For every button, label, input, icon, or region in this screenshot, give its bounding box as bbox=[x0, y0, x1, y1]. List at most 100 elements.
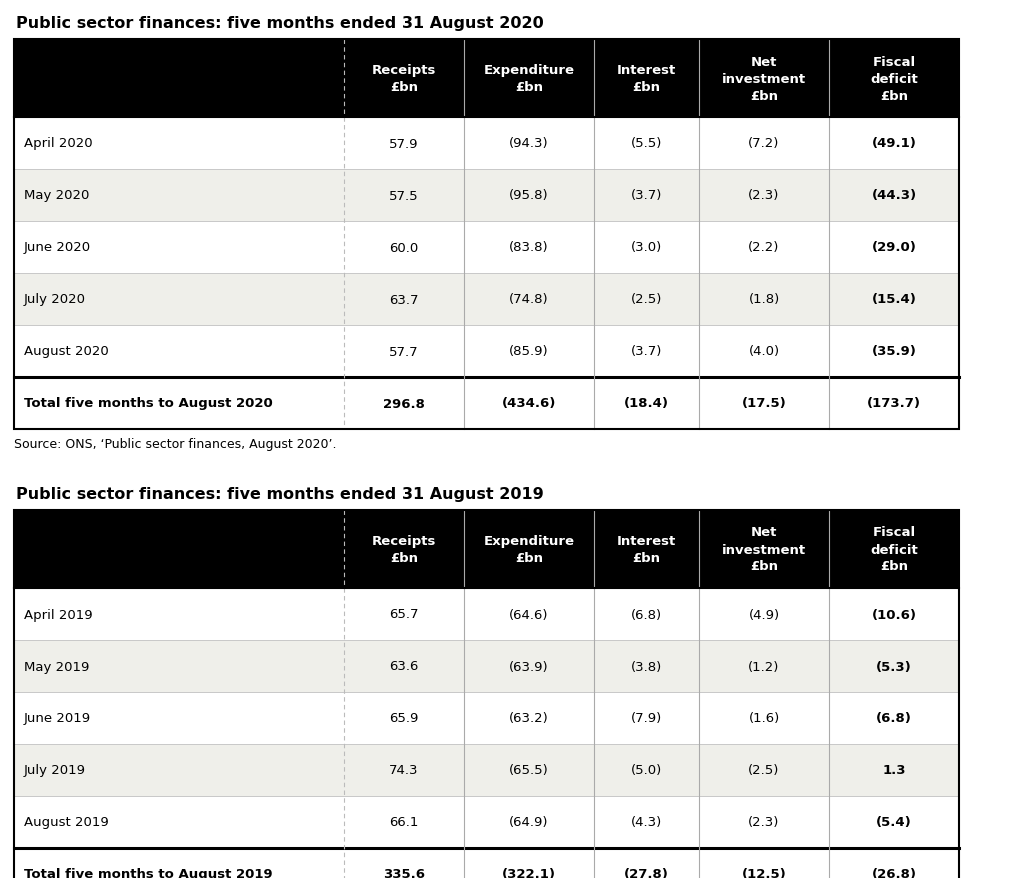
Text: (1.8): (1.8) bbox=[749, 293, 779, 306]
Text: (18.4): (18.4) bbox=[624, 397, 669, 410]
Text: (5.0): (5.0) bbox=[631, 764, 663, 777]
Text: Net
investment
£bn: Net investment £bn bbox=[722, 55, 806, 103]
Text: (29.0): (29.0) bbox=[871, 241, 916, 255]
Text: Source: ONS, ‘Public sector finances, August 2020’.: Source: ONS, ‘Public sector finances, Au… bbox=[14, 437, 337, 450]
Bar bbox=[14, 40, 959, 429]
Bar bbox=[14, 510, 959, 588]
Text: (2.5): (2.5) bbox=[749, 764, 779, 777]
Text: 57.9: 57.9 bbox=[389, 137, 419, 150]
Bar bbox=[14, 222, 959, 274]
Bar bbox=[14, 745, 959, 796]
Text: (15.4): (15.4) bbox=[871, 293, 916, 306]
Text: August 2020: August 2020 bbox=[24, 345, 109, 358]
Text: (4.9): (4.9) bbox=[749, 608, 779, 621]
Text: (83.8): (83.8) bbox=[509, 241, 549, 255]
Text: (95.8): (95.8) bbox=[509, 190, 549, 202]
Text: (5.3): (5.3) bbox=[877, 659, 912, 673]
Text: 63.6: 63.6 bbox=[389, 659, 419, 673]
Text: (3.7): (3.7) bbox=[631, 190, 663, 202]
Text: Total five months to August 2019: Total five months to August 2019 bbox=[24, 867, 272, 878]
Text: (6.8): (6.8) bbox=[877, 712, 912, 724]
Bar bbox=[14, 640, 959, 692]
Text: (5.4): (5.4) bbox=[877, 816, 912, 829]
Text: Public sector finances: five months ended 31 August 2020: Public sector finances: five months ende… bbox=[16, 16, 544, 31]
Text: May 2019: May 2019 bbox=[24, 659, 89, 673]
Text: (65.5): (65.5) bbox=[509, 764, 549, 777]
Text: (6.8): (6.8) bbox=[631, 608, 663, 621]
Bar bbox=[14, 848, 959, 878]
Text: (63.9): (63.9) bbox=[509, 659, 549, 673]
Text: (35.9): (35.9) bbox=[871, 345, 916, 358]
Text: (7.2): (7.2) bbox=[749, 137, 779, 150]
Text: 63.7: 63.7 bbox=[389, 293, 419, 306]
Text: 60.0: 60.0 bbox=[389, 241, 419, 255]
Text: (322.1): (322.1) bbox=[502, 867, 556, 878]
Text: (49.1): (49.1) bbox=[871, 137, 916, 150]
Text: July 2020: July 2020 bbox=[24, 293, 86, 306]
Text: (17.5): (17.5) bbox=[741, 397, 786, 410]
Text: June 2020: June 2020 bbox=[24, 241, 91, 255]
Text: (74.8): (74.8) bbox=[509, 293, 549, 306]
Text: (94.3): (94.3) bbox=[509, 137, 549, 150]
Text: August 2019: August 2019 bbox=[24, 816, 109, 829]
Bar bbox=[14, 510, 959, 878]
Bar bbox=[14, 796, 959, 848]
Text: 57.7: 57.7 bbox=[389, 345, 419, 358]
Text: 296.8: 296.8 bbox=[383, 397, 425, 410]
Bar bbox=[14, 169, 959, 222]
Bar bbox=[14, 326, 959, 378]
Text: 74.3: 74.3 bbox=[389, 764, 419, 777]
Text: (3.0): (3.0) bbox=[631, 241, 663, 255]
Text: Public sector finances: five months ended 31 August 2019: Public sector finances: five months ende… bbox=[16, 486, 544, 501]
Text: (12.5): (12.5) bbox=[741, 867, 786, 878]
Text: 65.9: 65.9 bbox=[389, 712, 419, 724]
Text: Interest
£bn: Interest £bn bbox=[616, 535, 676, 565]
Text: (64.9): (64.9) bbox=[509, 816, 549, 829]
Text: (434.6): (434.6) bbox=[502, 397, 556, 410]
Text: (64.6): (64.6) bbox=[509, 608, 549, 621]
Text: 57.5: 57.5 bbox=[389, 190, 419, 202]
Bar bbox=[14, 692, 959, 745]
Text: (3.7): (3.7) bbox=[631, 345, 663, 358]
Text: Fiscal
deficit
£bn: Fiscal deficit £bn bbox=[870, 526, 918, 572]
Text: May 2020: May 2020 bbox=[24, 190, 89, 202]
Text: (173.7): (173.7) bbox=[867, 397, 921, 410]
Text: (10.6): (10.6) bbox=[871, 608, 916, 621]
Bar bbox=[14, 40, 959, 118]
Bar bbox=[14, 588, 959, 640]
Text: (3.8): (3.8) bbox=[631, 659, 663, 673]
Text: Total five months to August 2020: Total five months to August 2020 bbox=[24, 397, 272, 410]
Text: June 2019: June 2019 bbox=[24, 712, 91, 724]
Text: (4.3): (4.3) bbox=[631, 816, 663, 829]
Text: April 2020: April 2020 bbox=[24, 137, 92, 150]
Bar bbox=[14, 118, 959, 169]
Bar bbox=[14, 274, 959, 326]
Text: (1.2): (1.2) bbox=[749, 659, 779, 673]
Text: Receipts
£bn: Receipts £bn bbox=[372, 535, 436, 565]
Text: (85.9): (85.9) bbox=[509, 345, 549, 358]
Text: April 2019: April 2019 bbox=[24, 608, 92, 621]
Text: (2.3): (2.3) bbox=[749, 190, 779, 202]
Text: (7.9): (7.9) bbox=[631, 712, 663, 724]
Text: (44.3): (44.3) bbox=[871, 190, 916, 202]
Text: Receipts
£bn: Receipts £bn bbox=[372, 64, 436, 94]
Text: 66.1: 66.1 bbox=[389, 816, 419, 829]
Text: (63.2): (63.2) bbox=[509, 712, 549, 724]
Text: Expenditure
£bn: Expenditure £bn bbox=[483, 535, 574, 565]
Text: 65.7: 65.7 bbox=[389, 608, 419, 621]
Text: (2.5): (2.5) bbox=[631, 293, 663, 306]
Text: Net
investment
£bn: Net investment £bn bbox=[722, 526, 806, 572]
Text: (2.3): (2.3) bbox=[749, 816, 779, 829]
Bar bbox=[14, 378, 959, 429]
Text: (1.6): (1.6) bbox=[749, 712, 779, 724]
Text: Expenditure
£bn: Expenditure £bn bbox=[483, 64, 574, 94]
Text: 335.6: 335.6 bbox=[383, 867, 425, 878]
Text: July 2019: July 2019 bbox=[24, 764, 86, 777]
Text: (4.0): (4.0) bbox=[749, 345, 779, 358]
Text: Fiscal
deficit
£bn: Fiscal deficit £bn bbox=[870, 55, 918, 103]
Text: (27.8): (27.8) bbox=[624, 867, 669, 878]
Text: (5.5): (5.5) bbox=[631, 137, 663, 150]
Text: Interest
£bn: Interest £bn bbox=[616, 64, 676, 94]
Text: (2.2): (2.2) bbox=[749, 241, 779, 255]
Text: 1.3: 1.3 bbox=[883, 764, 906, 777]
